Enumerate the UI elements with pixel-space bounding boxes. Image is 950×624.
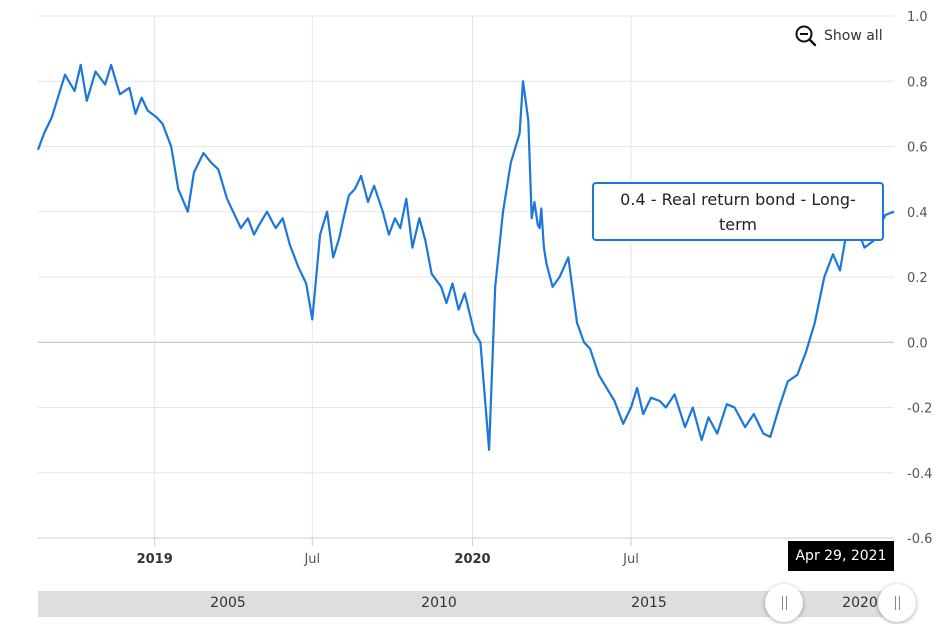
navigator-label: 2010 — [421, 595, 457, 611]
y-tick-label: 0.8 — [907, 75, 928, 90]
x-tick-label: Jul — [622, 552, 639, 567]
y-tick-label: 0.6 — [907, 141, 928, 156]
y-tick-label: 0.0 — [907, 336, 928, 351]
drag-handle-icon — [894, 596, 900, 610]
y-axis: 1.0 0.8 0.6 0.4 0.2 0.0 -0.2 -0.4 -0.6 — [907, 10, 932, 547]
series-line — [36, 63, 895, 451]
zoom-out-icon — [795, 25, 817, 47]
range-navigator[interactable]: 2005 2010 2015 2020 — [38, 584, 916, 622]
y-tick-label: 0.4 — [907, 206, 928, 221]
y-tick-label: -0.2 — [907, 402, 932, 417]
x-tick-label: 2019 — [137, 552, 173, 567]
x-axis: 2019 Jul 2020 Jul — [38, 537, 894, 567]
crosshair-date-text: Apr 29, 2021 — [795, 548, 887, 564]
series-tooltip: 0.4 - Real return bond - Long-term — [592, 182, 884, 241]
show-all-label: Show all — [824, 28, 883, 44]
y-tick-label: -0.6 — [907, 532, 932, 547]
x-tick-label: Jul — [303, 552, 320, 567]
tooltip-text: 0.4 - Real return bond - Long-term — [620, 189, 856, 234]
navigator-right-handle[interactable] — [878, 584, 916, 622]
chart-grid — [38, 15, 894, 539]
series-layer — [36, 63, 895, 451]
navigator-left-handle[interactable] — [765, 584, 803, 622]
navigator-label: 2005 — [210, 595, 246, 611]
drag-handle-icon — [781, 596, 787, 610]
x-tick-label: 2020 — [454, 552, 490, 567]
navigator-label: 2015 — [631, 595, 667, 611]
y-tick-label: 1.0 — [907, 10, 928, 25]
crosshair-date-label: Apr 29, 2021 — [788, 541, 894, 571]
line-chart: 2019 Jul 2020 Jul 1.0 0.8 0.6 0.4 0.2 0.0 -0.2 -0.… — [36, 10, 932, 567]
navigator-label: 2020 — [842, 595, 878, 611]
y-tick-label: 0.2 — [907, 271, 928, 286]
show-all-button[interactable]: Show all — [794, 24, 883, 48]
y-tick-label: -0.4 — [907, 467, 932, 482]
